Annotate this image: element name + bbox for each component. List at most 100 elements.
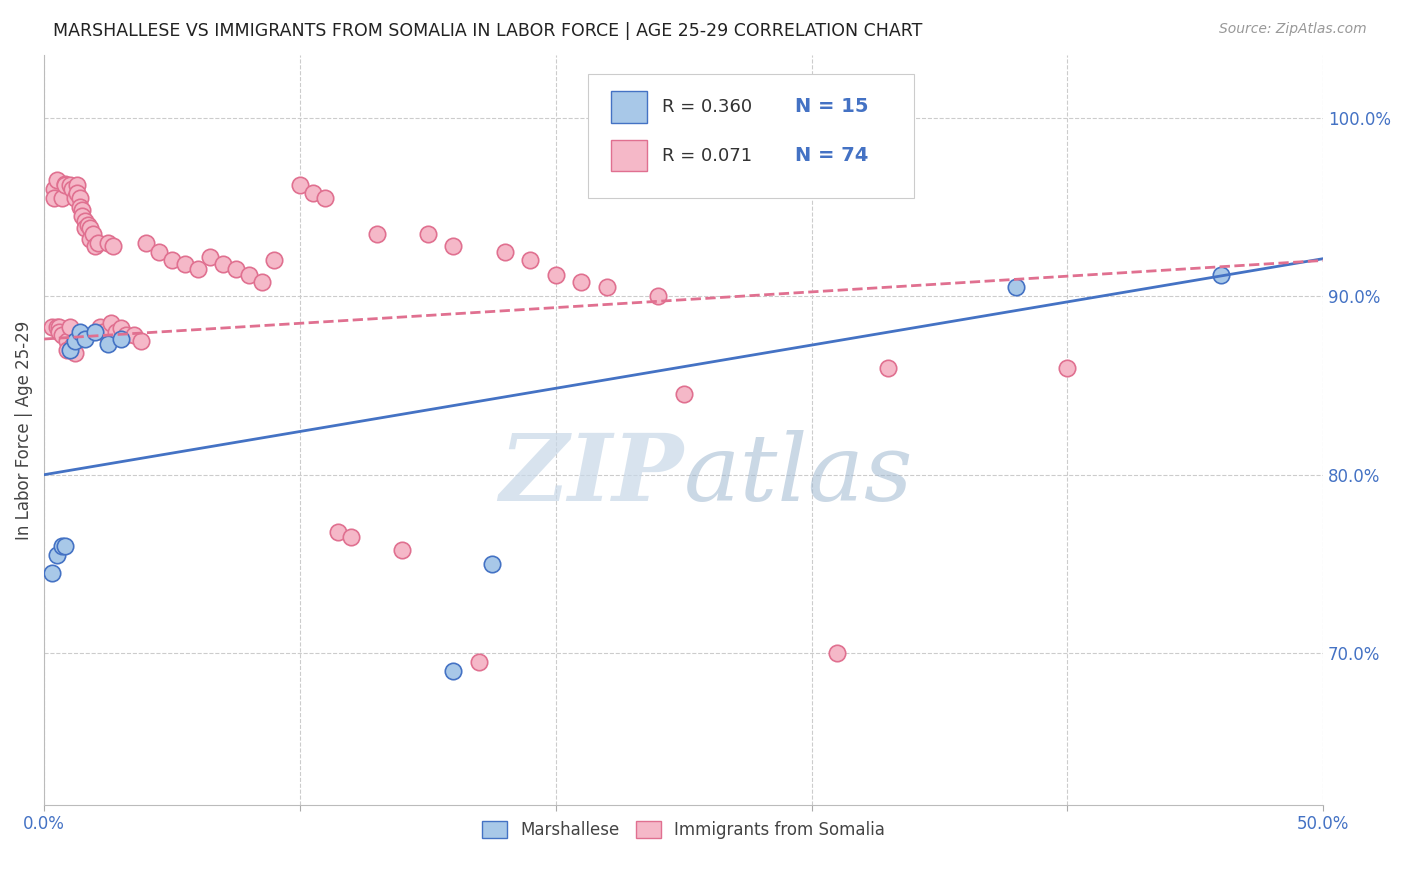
Point xyxy=(212,257,235,271)
Point xyxy=(84,239,107,253)
Point xyxy=(73,332,96,346)
Point xyxy=(91,325,114,339)
Point xyxy=(79,221,101,235)
Point xyxy=(45,548,67,562)
Point xyxy=(101,239,124,253)
Y-axis label: In Labor Force | Age 25-29: In Labor Force | Age 25-29 xyxy=(15,320,32,540)
Point xyxy=(82,227,104,241)
Point xyxy=(59,343,82,357)
Point xyxy=(672,387,695,401)
Point xyxy=(66,178,89,193)
Point xyxy=(569,275,592,289)
Bar xyxy=(610,91,647,122)
Text: atlas: atlas xyxy=(683,430,912,520)
Point xyxy=(340,530,363,544)
Point xyxy=(366,227,388,241)
Point xyxy=(173,257,195,271)
Text: MARSHALLESE VS IMMIGRANTS FROM SOMALIA IN LABOR FORCE | AGE 25-29 CORRELATION CH: MARSHALLESE VS IMMIGRANTS FROM SOMALIA I… xyxy=(53,22,922,40)
Point xyxy=(41,319,63,334)
Point xyxy=(41,566,63,580)
Point xyxy=(104,325,127,339)
FancyBboxPatch shape xyxy=(588,74,914,198)
Point xyxy=(63,346,86,360)
Point xyxy=(160,253,183,268)
Point xyxy=(647,289,669,303)
Point xyxy=(53,539,76,553)
Text: Source: ZipAtlas.com: Source: ZipAtlas.com xyxy=(1219,22,1367,37)
Point xyxy=(66,186,89,200)
Point xyxy=(84,325,107,339)
Legend: Marshallese, Immigrants from Somalia: Marshallese, Immigrants from Somalia xyxy=(475,814,891,846)
Point xyxy=(115,328,138,343)
Bar xyxy=(610,140,647,171)
Point xyxy=(48,319,70,334)
Text: ZIP: ZIP xyxy=(499,430,683,520)
Point xyxy=(51,191,73,205)
Point xyxy=(59,178,82,193)
Point xyxy=(225,262,247,277)
Point xyxy=(110,332,132,346)
Point xyxy=(494,244,516,259)
Point xyxy=(519,253,541,268)
Point xyxy=(596,280,619,294)
Point xyxy=(63,334,86,348)
Point xyxy=(416,227,439,241)
Point xyxy=(73,221,96,235)
Point xyxy=(56,334,79,348)
Point xyxy=(391,542,413,557)
Point xyxy=(51,539,73,553)
Point xyxy=(1005,280,1028,294)
Text: R = 0.071: R = 0.071 xyxy=(662,146,752,165)
Point xyxy=(301,186,323,200)
Point xyxy=(1209,268,1232,282)
Point xyxy=(441,664,464,678)
Point xyxy=(44,191,66,205)
Point xyxy=(1056,360,1078,375)
Point xyxy=(60,182,83,196)
Text: N = 15: N = 15 xyxy=(794,97,869,116)
Point xyxy=(72,203,94,218)
Point xyxy=(97,235,120,250)
Point xyxy=(48,325,70,339)
Point xyxy=(87,235,110,250)
Point xyxy=(238,268,260,282)
Point xyxy=(69,191,91,205)
Point xyxy=(51,328,73,343)
Point xyxy=(441,239,464,253)
Point xyxy=(148,244,170,259)
Point xyxy=(122,328,145,343)
Point xyxy=(825,646,848,660)
Point xyxy=(544,268,567,282)
Point xyxy=(315,191,337,205)
Point xyxy=(45,319,67,334)
Point xyxy=(100,316,122,330)
Text: N = 74: N = 74 xyxy=(794,146,869,165)
Point xyxy=(89,319,111,334)
Point xyxy=(135,235,157,250)
Point xyxy=(131,334,153,348)
Point xyxy=(60,339,83,353)
Point xyxy=(187,262,209,277)
Point xyxy=(250,275,273,289)
Point xyxy=(328,524,350,539)
Point xyxy=(69,325,91,339)
Point xyxy=(53,178,76,193)
Point xyxy=(72,209,94,223)
Point xyxy=(110,321,132,335)
Point xyxy=(97,337,120,351)
Point xyxy=(59,319,82,334)
Point xyxy=(45,173,67,187)
Text: R = 0.360: R = 0.360 xyxy=(662,98,752,116)
Point xyxy=(468,655,491,669)
Point xyxy=(63,191,86,205)
Point xyxy=(200,250,222,264)
Point xyxy=(76,218,98,232)
Point xyxy=(79,232,101,246)
Point xyxy=(288,178,311,193)
Point xyxy=(69,200,91,214)
Point xyxy=(263,253,285,268)
Point xyxy=(53,177,76,191)
Point xyxy=(56,343,79,357)
Point xyxy=(481,557,503,571)
Point xyxy=(73,214,96,228)
